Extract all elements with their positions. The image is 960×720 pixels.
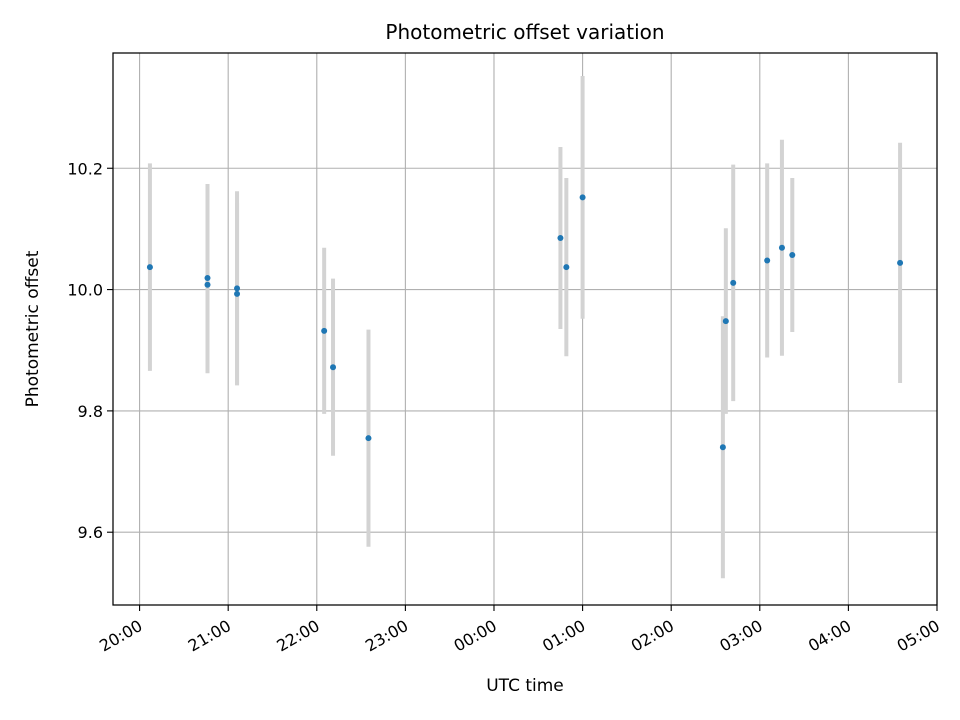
data-point bbox=[730, 279, 737, 286]
data-point bbox=[897, 259, 904, 266]
data-point bbox=[234, 285, 241, 292]
data-point bbox=[579, 194, 586, 201]
data-point bbox=[204, 281, 211, 288]
x-tick-label: 21:00 bbox=[185, 616, 234, 656]
data-point bbox=[722, 318, 729, 325]
x-tick-label: 20:00 bbox=[96, 616, 145, 656]
data-point bbox=[563, 264, 570, 271]
data-point bbox=[719, 444, 726, 451]
y-tick-label: 10.0 bbox=[67, 281, 103, 300]
data-point bbox=[365, 435, 372, 442]
x-tick-label: 23:00 bbox=[362, 616, 411, 656]
x-tick-label: 05:00 bbox=[894, 616, 943, 656]
data-points bbox=[146, 194, 904, 451]
y-axis-label: Photometric offset bbox=[23, 250, 43, 407]
plot-frame bbox=[112, 52, 938, 606]
x-tick-label: 01:00 bbox=[539, 616, 588, 656]
y-axis-ticks: 9.6 9.8 10.0 10.2 bbox=[67, 159, 113, 542]
x-tick-label: 00:00 bbox=[451, 616, 500, 656]
chart-title: Photometric offset variation bbox=[385, 20, 664, 44]
data-point bbox=[234, 290, 241, 297]
data-point bbox=[764, 257, 771, 264]
data-point bbox=[204, 275, 211, 282]
errorbars bbox=[147, 76, 903, 579]
x-axis-label: UTC time bbox=[486, 676, 564, 696]
x-tick-label: 02:00 bbox=[628, 616, 677, 656]
x-tick-label: 22:00 bbox=[273, 616, 322, 656]
y-tick-label: 10.2 bbox=[67, 159, 103, 178]
x-axis-ticks: 20:00 21:00 22:00 23:00 00:00 01:00 02:00 03:00… bbox=[96, 605, 943, 656]
data-point bbox=[321, 327, 328, 334]
data-point bbox=[778, 244, 785, 251]
y-tick-label: 9.8 bbox=[78, 402, 103, 421]
data-point bbox=[557, 235, 564, 242]
data-point bbox=[789, 251, 796, 258]
x-tick-label: 03:00 bbox=[716, 616, 765, 656]
x-tick-label: 04:00 bbox=[805, 616, 854, 656]
data-point bbox=[330, 364, 337, 371]
y-tick-label: 9.6 bbox=[78, 523, 103, 542]
data-point bbox=[146, 264, 153, 271]
